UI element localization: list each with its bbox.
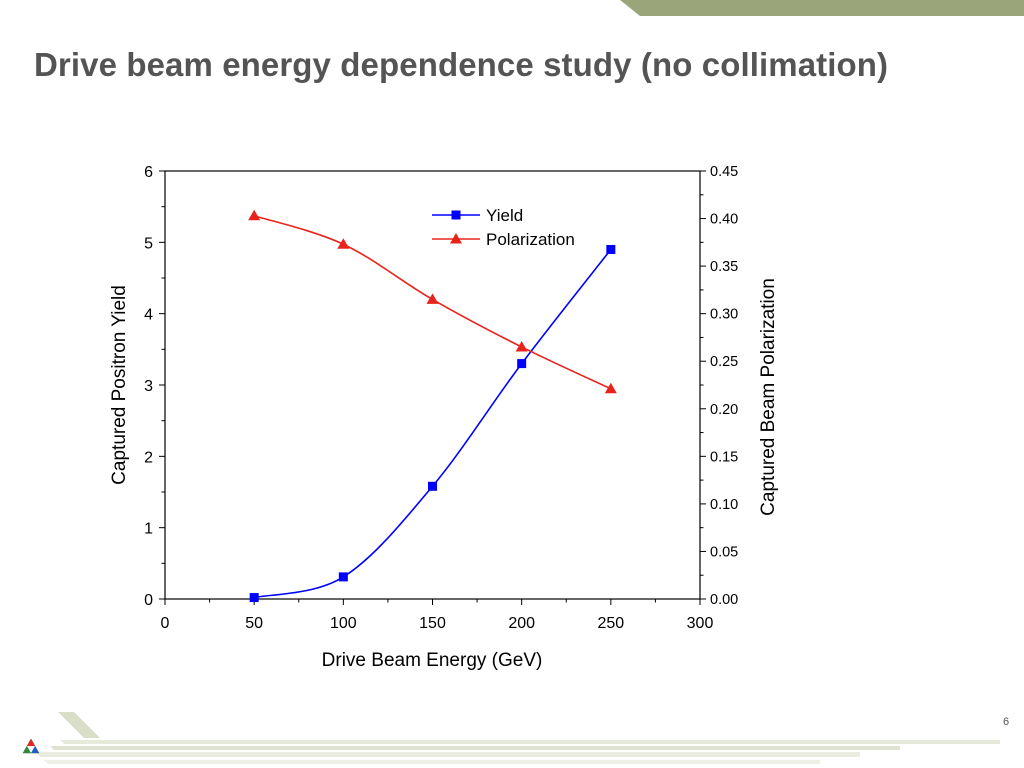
legend-marker-yield [451, 210, 461, 220]
y-tick-label: 3 [144, 378, 153, 395]
y-tick-label: 0 [144, 592, 153, 609]
top-accent-band [620, 0, 1024, 16]
y-tick-label: 2 [144, 449, 153, 466]
y2-axis-label: Captured Beam Polarization [758, 278, 779, 516]
x-axis-label: Drive Beam Energy (GeV) [322, 650, 543, 671]
x-tick-label: 50 [245, 615, 263, 632]
y-tick-label: 6 [144, 164, 153, 181]
x-tick-label: 300 [687, 615, 714, 632]
y2-tick-label: 0.10 [710, 497, 738, 513]
series-lines [253, 214, 612, 599]
series-markers [248, 209, 617, 603]
y-axis-ticks: 0 1 2 3 4 5 6 [144, 164, 165, 609]
y2-tick-label: 0.25 [710, 354, 738, 370]
yield-point [428, 481, 437, 491]
y2-tick-label: 0.40 [710, 212, 738, 228]
legend: Yield Polarization [432, 206, 575, 249]
y2-tick-label: 0.45 [710, 164, 738, 180]
x-tick-label: 200 [508, 615, 535, 632]
logo-icon [22, 738, 40, 754]
polarization-point [426, 293, 439, 304]
polarization-point [604, 382, 617, 394]
x-axis-ticks: 0 50 100 150 200 250 300 [161, 599, 714, 632]
polarization-point [337, 238, 350, 249]
y2-tick-label: 0.30 [710, 307, 738, 323]
yield-line [253, 248, 612, 599]
x-tick-label: 100 [330, 615, 357, 632]
y-tick-label: 5 [144, 235, 153, 252]
x-tick-label: 150 [419, 615, 446, 632]
slide-title: Drive beam energy dependence study (no c… [34, 46, 889, 83]
y-tick-label: 1 [144, 521, 153, 538]
y2-tick-label: 0.20 [710, 402, 738, 418]
page-number: 6 [1003, 716, 1010, 728]
y-axis-label: Captured Positron Yield [109, 285, 130, 485]
y2-tick-label: 0.05 [710, 544, 738, 560]
polarization-point [515, 340, 528, 352]
yield-point [517, 359, 527, 369]
y2-tick-label: 0.00 [710, 592, 738, 608]
y2-tick-label: 0.35 [710, 259, 738, 275]
y2-axis-ticks: 0.00 0.05 0.10 0.15 0.20 0.25 0.30 0.35 0.40 0.45 [700, 164, 738, 608]
y-tick-label: 4 [144, 307, 153, 324]
plot-frame [164, 170, 701, 600]
bottom-decoration [22, 712, 1000, 764]
legend-label-polarization: Polarization [486, 230, 575, 249]
legend-label-yield: Yield [486, 206, 523, 225]
x-tick-label: 0 [161, 615, 170, 632]
legend-marker-polarization [450, 233, 462, 244]
y2-tick-label: 0.15 [710, 449, 738, 465]
yield-point [606, 244, 616, 254]
yield-point [249, 593, 259, 603]
polarization-point [248, 209, 261, 221]
yield-point [338, 572, 348, 582]
x-tick-label: 250 [597, 615, 624, 632]
